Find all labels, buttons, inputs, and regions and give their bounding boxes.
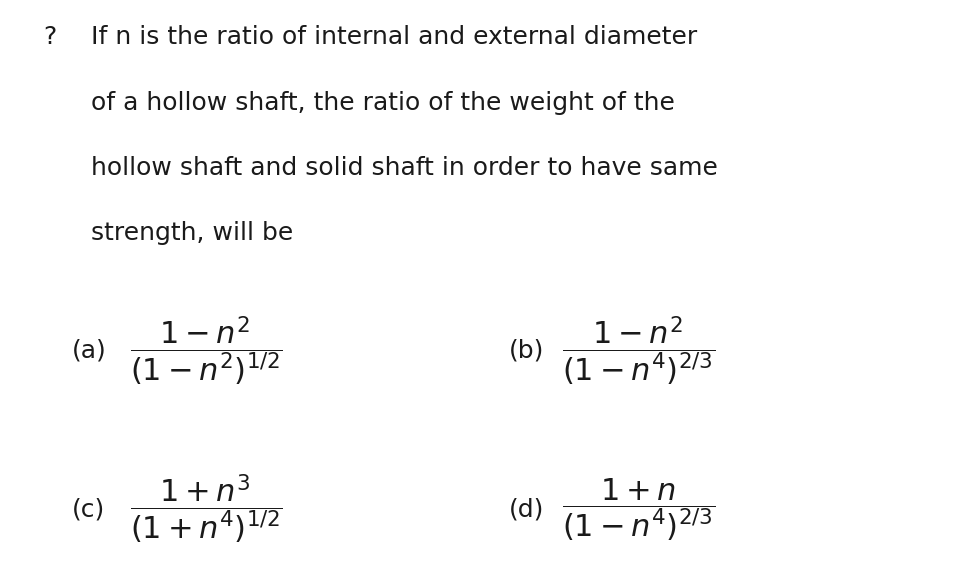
Text: $\dfrac{1-n^{2}}{\left(1-n^{4}\right)^{2/3}}$: $\dfrac{1-n^{2}}{\left(1-n^{4}\right)^{2… bbox=[562, 314, 716, 388]
Text: (c): (c) bbox=[72, 498, 106, 521]
Text: If n is the ratio of internal and external diameter: If n is the ratio of internal and extern… bbox=[91, 25, 698, 49]
Text: (a): (a) bbox=[72, 339, 107, 363]
Text: $\dfrac{1+n}{\left(1-n^{4}\right)^{2/3}}$: $\dfrac{1+n}{\left(1-n^{4}\right)^{2/3}}… bbox=[562, 476, 716, 543]
Text: $\dfrac{1+n^{3}}{\left(1+n^{4}\right)^{1/2}}$: $\dfrac{1+n^{3}}{\left(1+n^{4}\right)^{1… bbox=[130, 473, 283, 546]
Text: strength, will be: strength, will be bbox=[91, 221, 293, 245]
Text: $\dfrac{1-n^{2}}{\left(1-n^{2}\right)^{1/2}}$: $\dfrac{1-n^{2}}{\left(1-n^{2}\right)^{1… bbox=[130, 314, 283, 388]
Text: hollow shaft and solid shaft in order to have same: hollow shaft and solid shaft in order to… bbox=[91, 156, 718, 179]
Text: (d): (d) bbox=[509, 498, 545, 521]
Text: (b): (b) bbox=[509, 339, 545, 363]
Text: ?: ? bbox=[43, 25, 57, 49]
Text: of a hollow shaft, the ratio of the weight of the: of a hollow shaft, the ratio of the weig… bbox=[91, 91, 676, 114]
